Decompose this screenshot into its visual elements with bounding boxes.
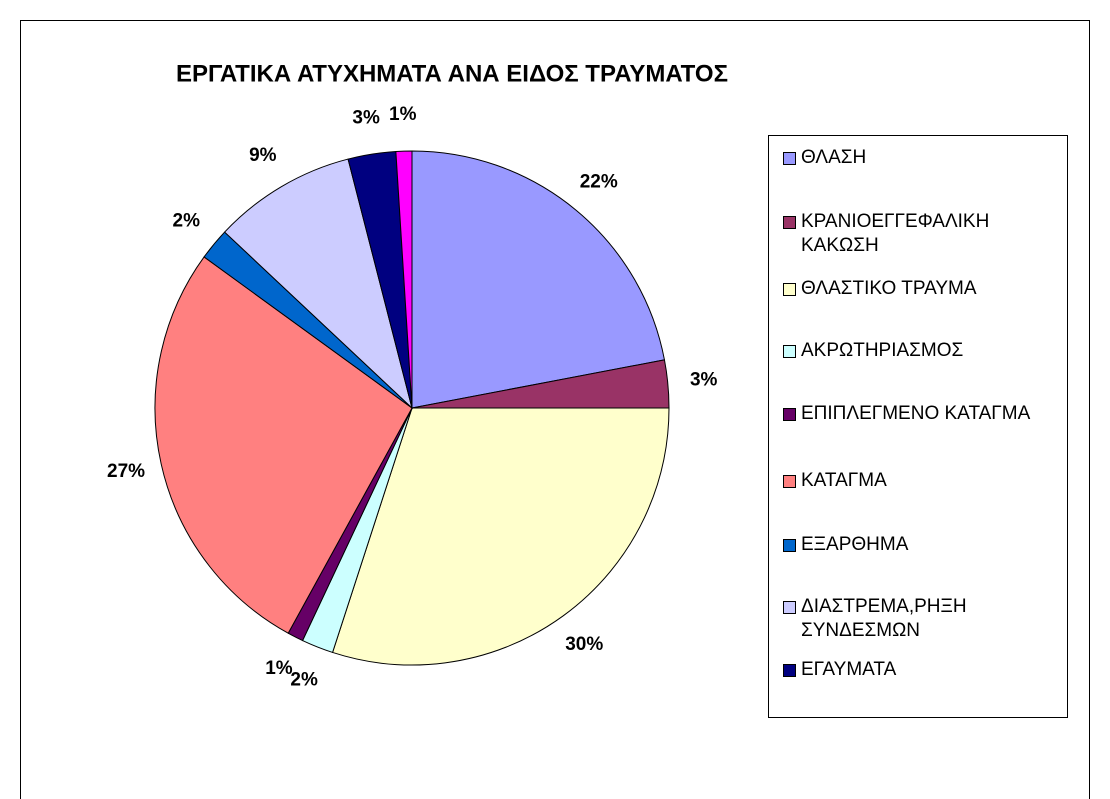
legend-label: ΕΠΙΠΛΕΓΜΕΝΟ ΚΑΤΑΓΜΑ [801,403,1031,424]
legend-label: ΕΞΑΡΘΗΜΑ [801,534,909,555]
legend-label: ΕΓΑΥΜΑΤΑ [801,659,897,680]
legend-item: ΚΑΤΑΓΜΑ [783,469,1068,493]
data-label: 22% [580,171,618,192]
legend-label: ΚΡΑΝΙΟΕΓΓΕΦΑΛΙΚΗ ΚΑΚΩΣΗ [801,211,990,256]
legend-item: ΕΠΙΠΛΕΓΜΕΝΟ ΚΑΤΑΓΜΑ [783,402,1068,426]
data-label: 30% [565,634,603,655]
data-label: 9% [249,145,277,166]
legend-swatch [783,152,796,165]
pie-slice [223,158,413,410]
legend-item: ΚΡΑΝΙΟΕΓΓΕΦΑΛΙΚΗ ΚΑΚΩΣΗ [783,210,1068,258]
legend-swatch [783,216,796,229]
data-label: 3% [690,369,718,390]
legend-swatch [783,475,796,488]
legend-swatch [783,408,796,421]
chart-title: ΕΡΓΑΤΙΚΑ ΑΤΥΧΗΜΑΤΑ ΑΝΑ ΕΙΔΟΣ ΤΡΑΥΜΑΤΟΣ [176,60,728,87]
legend-swatch [783,345,796,358]
legend-label: ΘΛΑΣΗ [801,147,867,168]
legend-swatch [783,664,796,677]
data-label: 1% [389,104,417,125]
legend-label: ΔΙΑΣΤΡΕΜΑ,ΡΗΞΗ ΣΥΝΔΕΣΜΩΝ [801,596,967,641]
legend-item: ΘΛΑΣΗ [783,146,1068,170]
data-label: 27% [107,461,145,482]
legend-item: ΕΞΑΡΘΗΜΑ [783,533,1068,557]
legend-item: ΕΓΑΥΜΑΤΑ [783,658,1068,682]
data-label: 2% [173,210,201,231]
legend-label: ΑΚΡΩΤΗΡΙΑΣΜΟΣ [801,340,964,361]
data-label: 3% [352,108,380,129]
legend-swatch [783,283,796,296]
pie-slice [154,256,413,634]
legend-item: ΑΚΡΩΤΗΡΙΑΣΜΟΣ [783,339,1068,363]
pie-slice [411,150,666,409]
data-label: 2% [290,669,318,690]
pie-slice [331,407,670,666]
legend-item: ΔΙΑΣΤΡΕΜΑ,ΡΗΞΗ ΣΥΝΔΕΣΜΩΝ [783,595,1068,643]
data-label: 1% [265,658,293,679]
legend-label: ΚΑΤΑΓΜΑ [801,470,887,491]
pie-slice [395,150,413,409]
legend-swatch [783,601,796,614]
chart-frame [20,20,1090,799]
legend: ΘΛΑΣΗ ΚΡΑΝΙΟΕΓΓΕΦΑΛΙΚΗ ΚΑΚΩΣΗ ΘΛΑΣΤΙΚΟ ΤΡΑ… [768,135,1068,718]
legend-item: ΘΛΑΣΤΙΚΟ ΤΡΑΥΜΑ [783,277,1068,301]
legend-swatch [783,539,796,552]
legend-label: ΘΛΑΣΤΙΚΟ ΤΡΑΥΜΑ [801,278,977,299]
